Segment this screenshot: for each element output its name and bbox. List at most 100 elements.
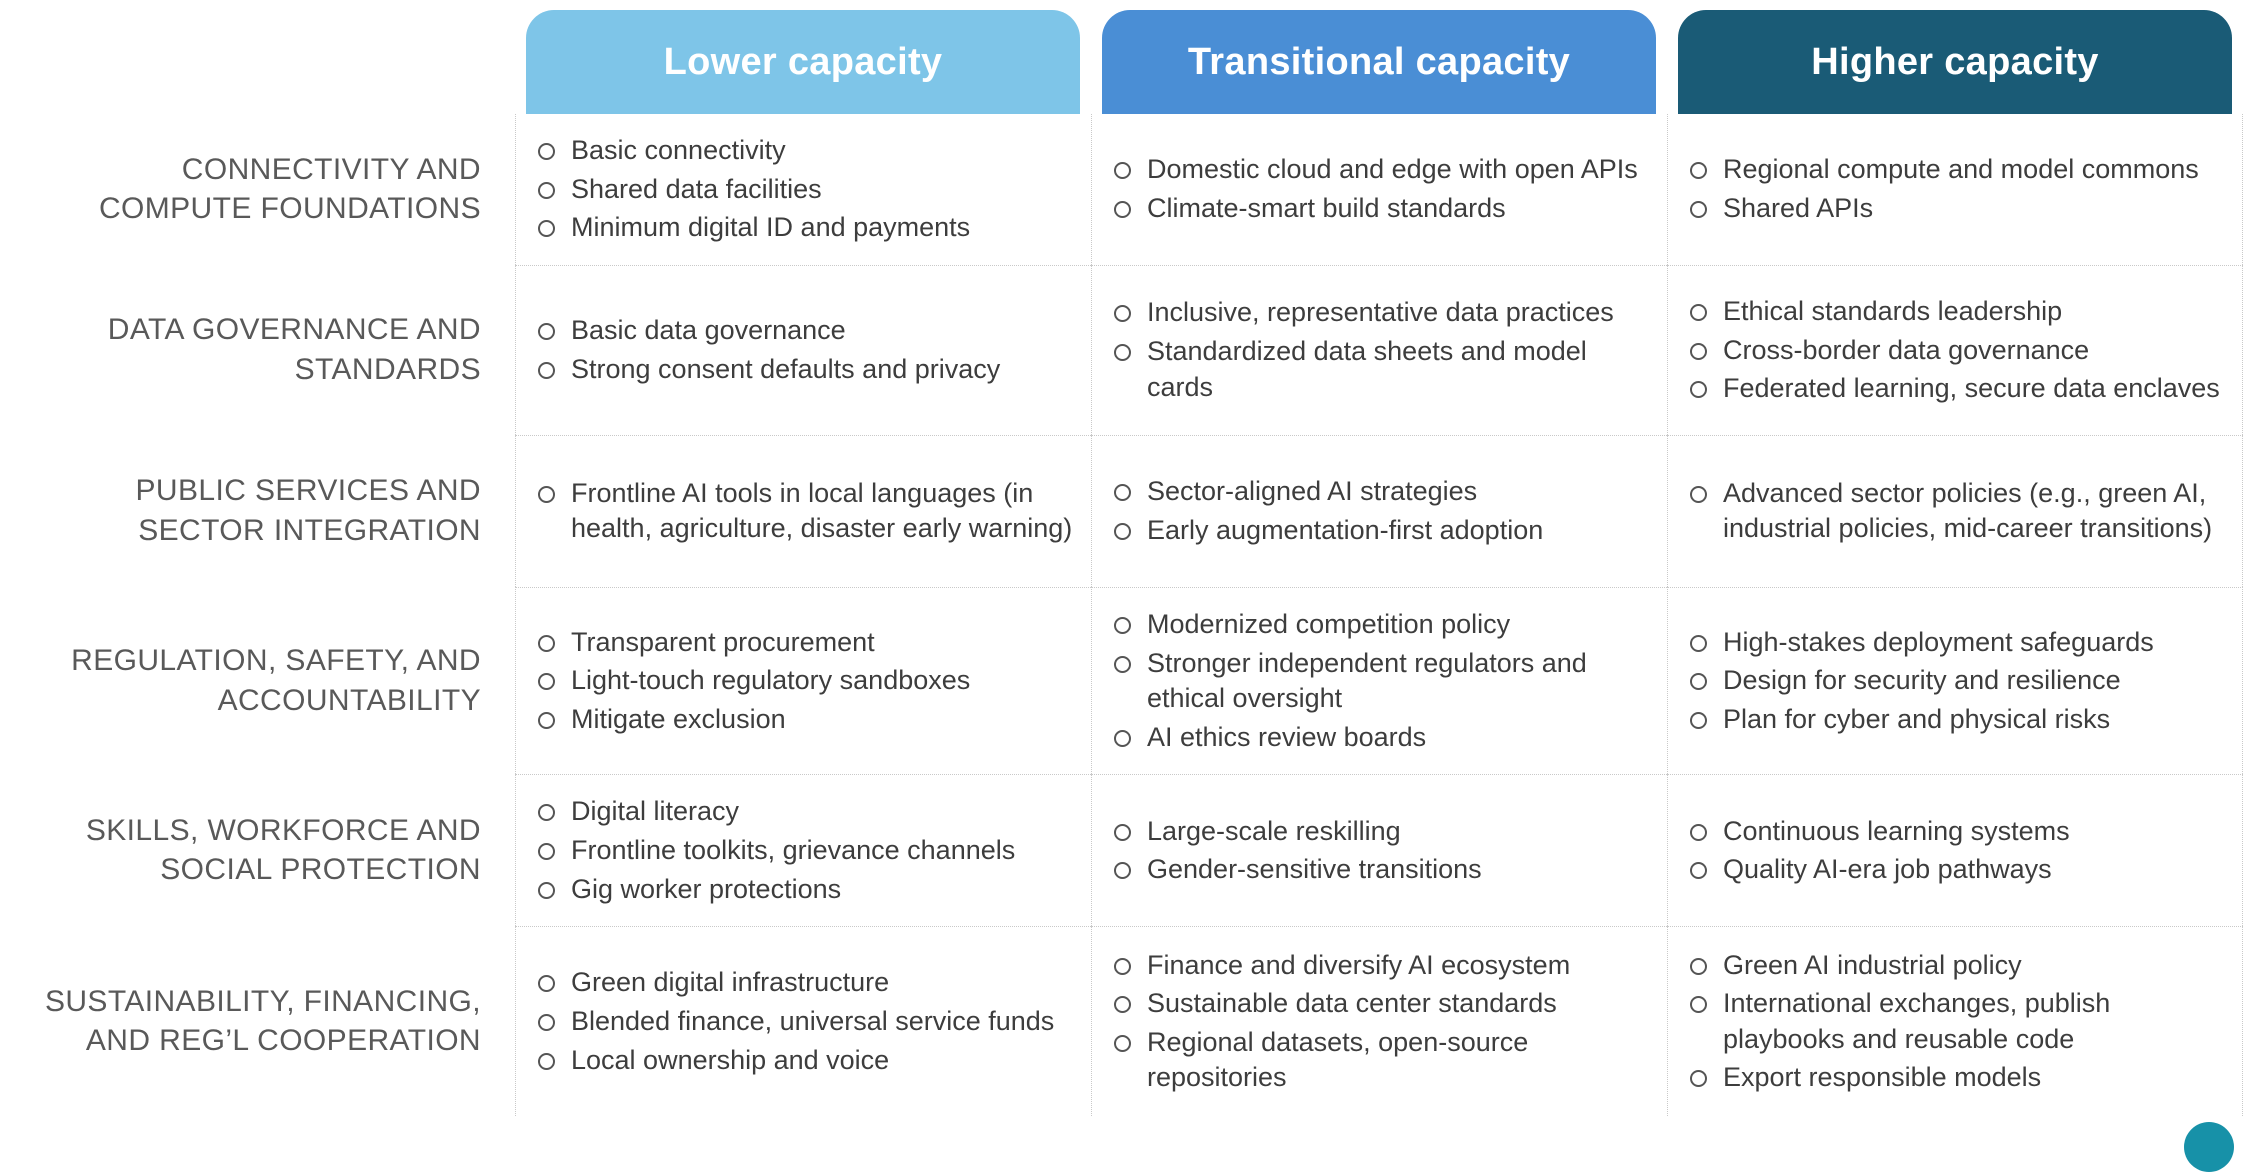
- bullet-circle-icon: [1114, 162, 1131, 180]
- bullet-circle-icon: [1114, 522, 1131, 540]
- bullet-circle-icon: [538, 220, 555, 238]
- bullet-text: Frontline AI tools in local languages (i…: [571, 477, 1073, 544]
- bullet-item: Frontline AI tools in local languages (i…: [536, 476, 1077, 547]
- cell-lower: Green digital infrastructure Blended fin…: [515, 926, 1091, 1117]
- bullet-circle-icon: [538, 143, 555, 160]
- bullet-text: Shared APIs: [1723, 192, 1874, 223]
- bullet-circle-icon: [1690, 957, 1707, 975]
- bullet-circle-icon: [1690, 485, 1707, 503]
- header-lower-capacity: Lower capacity: [526, 10, 1080, 114]
- bullet-circle-icon: [1114, 957, 1131, 975]
- bullet-circle-icon: [538, 711, 555, 729]
- bullet-list: Large-scale reskilling Gender-sensitive …: [1112, 811, 1653, 891]
- header-spacer: [0, 10, 515, 114]
- cell-transitional: Large-scale reskilling Gender-sensitive …: [1091, 774, 1667, 927]
- matrix-row-sustainability-financing: SUSTAINABILITY, FINANCING, AND REG’L COO…: [0, 926, 2243, 1117]
- bullet-list: Green AI industrial policy International…: [1688, 945, 2228, 1100]
- bullet-circle-icon: [1690, 381, 1707, 399]
- bullet-circle-icon: [1690, 342, 1707, 360]
- cell-lower: Basic connectivity Shared data facilitie…: [515, 114, 1091, 265]
- bullet-circle-icon: [1690, 200, 1707, 218]
- bullet-text: Design for security and resilience: [1723, 665, 2121, 696]
- bullet-circle-icon: [538, 634, 555, 652]
- bullet-text: Export responsible models: [1723, 1062, 2042, 1093]
- bullet-circle-icon: [1690, 162, 1707, 180]
- bullet-list: Advanced sector policies (e.g., green AI…: [1688, 473, 2228, 550]
- bullet-circle-icon: [538, 1052, 555, 1070]
- bullet-circle-icon: [538, 843, 555, 860]
- bullet-item: High-stakes deployment safeguards: [1688, 625, 2228, 661]
- bullet-item: Standardized data sheets and model cards: [1112, 334, 1653, 405]
- bullet-item: AI ethics review boards: [1112, 720, 1653, 756]
- bullet-circle-icon: [1114, 484, 1131, 502]
- cell-higher: Regional compute and model commons Share…: [1667, 114, 2243, 265]
- bullet-text: Digital literacy: [571, 796, 740, 827]
- header-row: Lower capacity Transitional capacity Hig…: [0, 10, 2243, 114]
- bullet-circle-icon: [1690, 862, 1707, 880]
- bullet-text: Domestic cloud and edge with open APIs: [1147, 154, 1638, 185]
- bullet-text: Strong consent defaults and privacy: [571, 353, 1001, 384]
- row-label: SUSTAINABILITY, FINANCING, AND REG’L COO…: [44, 984, 481, 1058]
- cell-higher: Ethical standards leadership Cross-borde…: [1667, 264, 2243, 435]
- bullet-text: Continuous learning systems: [1723, 815, 2070, 846]
- bullet-circle-icon: [1690, 711, 1707, 729]
- bullet-list: Continuous learning systems Quality AI-e…: [1688, 811, 2228, 891]
- cell-lower: Basic data governance Strong consent def…: [515, 264, 1091, 435]
- bullet-circle-icon: [538, 673, 555, 691]
- cell-higher: High-stakes deployment safeguards Design…: [1667, 586, 2243, 775]
- bullet-circle-icon: [1690, 634, 1707, 652]
- bullet-text: Gig worker protections: [571, 873, 842, 904]
- matrix-row-data-governance: DATA GOVERNANCE AND STANDARDS Basic data…: [0, 264, 2243, 435]
- bullet-text: Shared data facilities: [571, 173, 822, 204]
- bullet-item: Domestic cloud and edge with open APIs: [1112, 152, 1653, 188]
- bullet-circle-icon: [538, 485, 555, 503]
- bullet-text: Transparent procurement: [571, 626, 875, 657]
- bullet-item: Regional datasets, open-source repositor…: [1112, 1025, 1653, 1096]
- bullet-text: Federated learning, secure data enclaves: [1723, 373, 2220, 404]
- matrix-row-skills-workforce: SKILLS, WORKFORCE AND SOCIAL PROTECTION …: [0, 774, 2243, 927]
- bullet-list: Regional compute and model commons Share…: [1688, 149, 2228, 229]
- cell-transitional: Inclusive, representative data practices…: [1091, 264, 1667, 435]
- bullet-item: Early augmentation-first adoption: [1112, 513, 1653, 549]
- bullet-circle-icon: [1114, 862, 1131, 880]
- bullet-list: Modernized competition policy Stronger i…: [1112, 604, 1653, 759]
- bullet-item: Local ownership and voice: [536, 1043, 1077, 1079]
- cell-transitional: Sector-aligned AI strategies Early augme…: [1091, 434, 1667, 587]
- bullet-item: Continuous learning systems: [1688, 814, 2228, 850]
- bullet-item: Regional compute and model commons: [1688, 152, 2228, 188]
- bullet-item: Green digital infrastructure: [536, 965, 1077, 1001]
- bullet-circle-icon: [538, 323, 555, 341]
- bullet-circle-icon: [1114, 616, 1131, 634]
- bullet-item: Frontline toolkits, grievance channels: [536, 833, 1077, 869]
- bullet-text: Quality AI-era job pathways: [1723, 854, 2052, 885]
- bullet-circle-icon: [538, 1013, 555, 1031]
- bullet-list: Digital literacy Frontline toolkits, gri…: [536, 791, 1077, 910]
- cell-transitional: Modernized competition policy Stronger i…: [1091, 586, 1667, 775]
- bullet-text: International exchanges, publish playboo…: [1723, 988, 2111, 1054]
- bullet-text: Cross-border data governance: [1723, 334, 2090, 365]
- bullet-item: Ethical standards leadership: [1688, 294, 2228, 330]
- capacity-matrix: Lower capacity Transitional capacity Hig…: [0, 10, 2243, 1117]
- bullet-item: Gig worker protections: [536, 872, 1077, 908]
- bullet-item: Transparent procurement: [536, 625, 1077, 661]
- bullet-item: Plan for cyber and physical risks: [1688, 702, 2228, 738]
- bullet-text: Ethical standards leadership: [1723, 295, 2063, 326]
- bullet-circle-icon: [1690, 823, 1707, 841]
- bullet-text: Climate-smart build standards: [1147, 192, 1506, 223]
- bullet-item: Basic connectivity: [536, 133, 1077, 169]
- bullet-list: Sector-aligned AI strategies Early augme…: [1112, 471, 1653, 551]
- bullet-circle-icon: [1114, 655, 1131, 673]
- bullet-item: Cross-border data governance: [1688, 333, 2228, 369]
- accent-dot: [2184, 1122, 2234, 1172]
- bullet-list: Finance and diversify AI ecosystem Susta…: [1112, 945, 1653, 1100]
- bullet-text: Basic data governance: [571, 315, 846, 346]
- cell-lower: Transparent procurement Light-touch regu…: [515, 586, 1091, 775]
- bullet-list: Basic data governance Strong consent def…: [536, 310, 1077, 390]
- bullet-list: Ethical standards leadership Cross-borde…: [1688, 291, 2228, 410]
- bullet-item: Gender-sensitive transitions: [1112, 852, 1653, 888]
- bullet-list: Transparent procurement Light-touch regu…: [536, 622, 1077, 741]
- bullet-text: Gender-sensitive transitions: [1147, 854, 1482, 885]
- bullet-circle-icon: [538, 804, 555, 822]
- bullet-item: Federated learning, secure data enclaves: [1688, 371, 2228, 407]
- bullet-text: High-stakes deployment safeguards: [1723, 626, 2154, 657]
